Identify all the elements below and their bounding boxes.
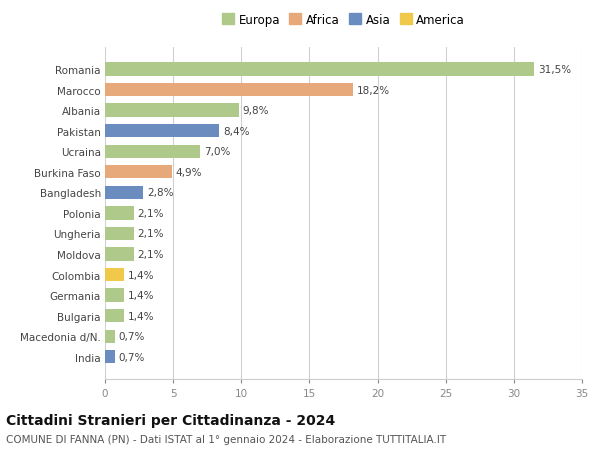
Bar: [105, 63, 534, 77]
Text: 2,8%: 2,8%: [147, 188, 174, 198]
Bar: [105, 309, 124, 323]
Bar: [105, 186, 143, 200]
Text: 2,1%: 2,1%: [138, 229, 164, 239]
Text: COMUNE DI FANNA (PN) - Dati ISTAT al 1° gennaio 2024 - Elaborazione TUTTITALIA.I: COMUNE DI FANNA (PN) - Dati ISTAT al 1° …: [6, 434, 446, 444]
Bar: [105, 166, 172, 179]
Bar: [105, 104, 239, 118]
Bar: [105, 125, 220, 138]
Legend: Europa, Africa, Asia, America: Europa, Africa, Asia, America: [220, 11, 467, 29]
Bar: [105, 84, 353, 97]
Bar: [105, 145, 200, 158]
Text: Cittadini Stranieri per Cittadinanza - 2024: Cittadini Stranieri per Cittadinanza - 2…: [6, 413, 335, 427]
Text: 2,1%: 2,1%: [138, 208, 164, 218]
Text: 18,2%: 18,2%: [357, 85, 390, 95]
Bar: [105, 207, 134, 220]
Text: 8,4%: 8,4%: [224, 126, 250, 136]
Text: 31,5%: 31,5%: [538, 65, 572, 75]
Bar: [105, 269, 124, 282]
Text: 0,7%: 0,7%: [119, 352, 145, 362]
Bar: [105, 289, 124, 302]
Bar: [105, 248, 134, 261]
Text: 1,4%: 1,4%: [128, 291, 155, 301]
Text: 9,8%: 9,8%: [242, 106, 269, 116]
Text: 1,4%: 1,4%: [128, 311, 155, 321]
Text: 4,9%: 4,9%: [176, 168, 202, 178]
Text: 1,4%: 1,4%: [128, 270, 155, 280]
Text: 0,7%: 0,7%: [119, 331, 145, 341]
Text: 7,0%: 7,0%: [205, 147, 231, 157]
Bar: [105, 330, 115, 343]
Bar: [105, 227, 134, 241]
Bar: [105, 350, 115, 364]
Text: 2,1%: 2,1%: [138, 249, 164, 259]
